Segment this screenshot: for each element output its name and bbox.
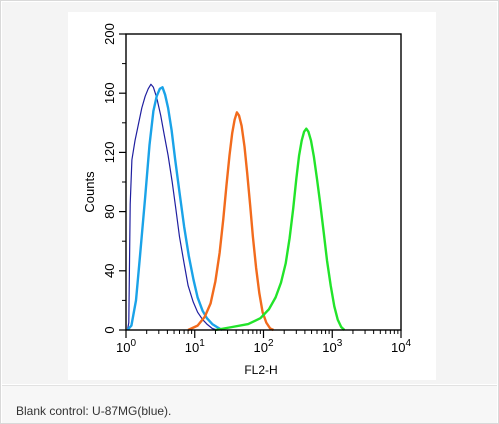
histogram-series-4 bbox=[215, 127, 346, 332]
y-tick-label: 160 bbox=[102, 82, 117, 104]
x-tick-label: 100 bbox=[116, 338, 136, 355]
histogram-series-1 bbox=[126, 83, 218, 331]
plot-frame bbox=[125, 33, 402, 331]
chart-card: 0 40 80 120 160 200 100 101 102 103 104 Counts FL2… bbox=[68, 12, 436, 380]
x-tick-label: 103 bbox=[322, 338, 342, 355]
y-tick-label: 120 bbox=[102, 142, 117, 164]
y-axis-title: Counts bbox=[82, 171, 97, 213]
figure-caption: Blank control: U-87MG(blue). bbox=[16, 404, 172, 418]
x-tick-label: 101 bbox=[185, 338, 205, 355]
y-tick-label: 200 bbox=[102, 23, 117, 45]
x-axis-title: FL2-H bbox=[244, 363, 277, 377]
caption-bar: Blank control: U-87MG(blue). bbox=[2, 385, 497, 423]
x-tick-label: 102 bbox=[253, 338, 273, 355]
y-tick-label: 80 bbox=[102, 204, 117, 218]
y-tick-label: 40 bbox=[102, 264, 117, 278]
figure-area: 0 40 80 120 160 200 100 101 102 103 104 Counts FL2… bbox=[2, 2, 497, 384]
y-tick-label: 0 bbox=[102, 326, 117, 333]
histogram-chart: 0 40 80 120 160 200 100 101 102 103 104 Counts FL2… bbox=[82, 23, 411, 377]
histogram-series-2 bbox=[126, 86, 223, 332]
x-tick-label: 104 bbox=[391, 338, 411, 355]
histogram-series-3 bbox=[187, 111, 274, 332]
